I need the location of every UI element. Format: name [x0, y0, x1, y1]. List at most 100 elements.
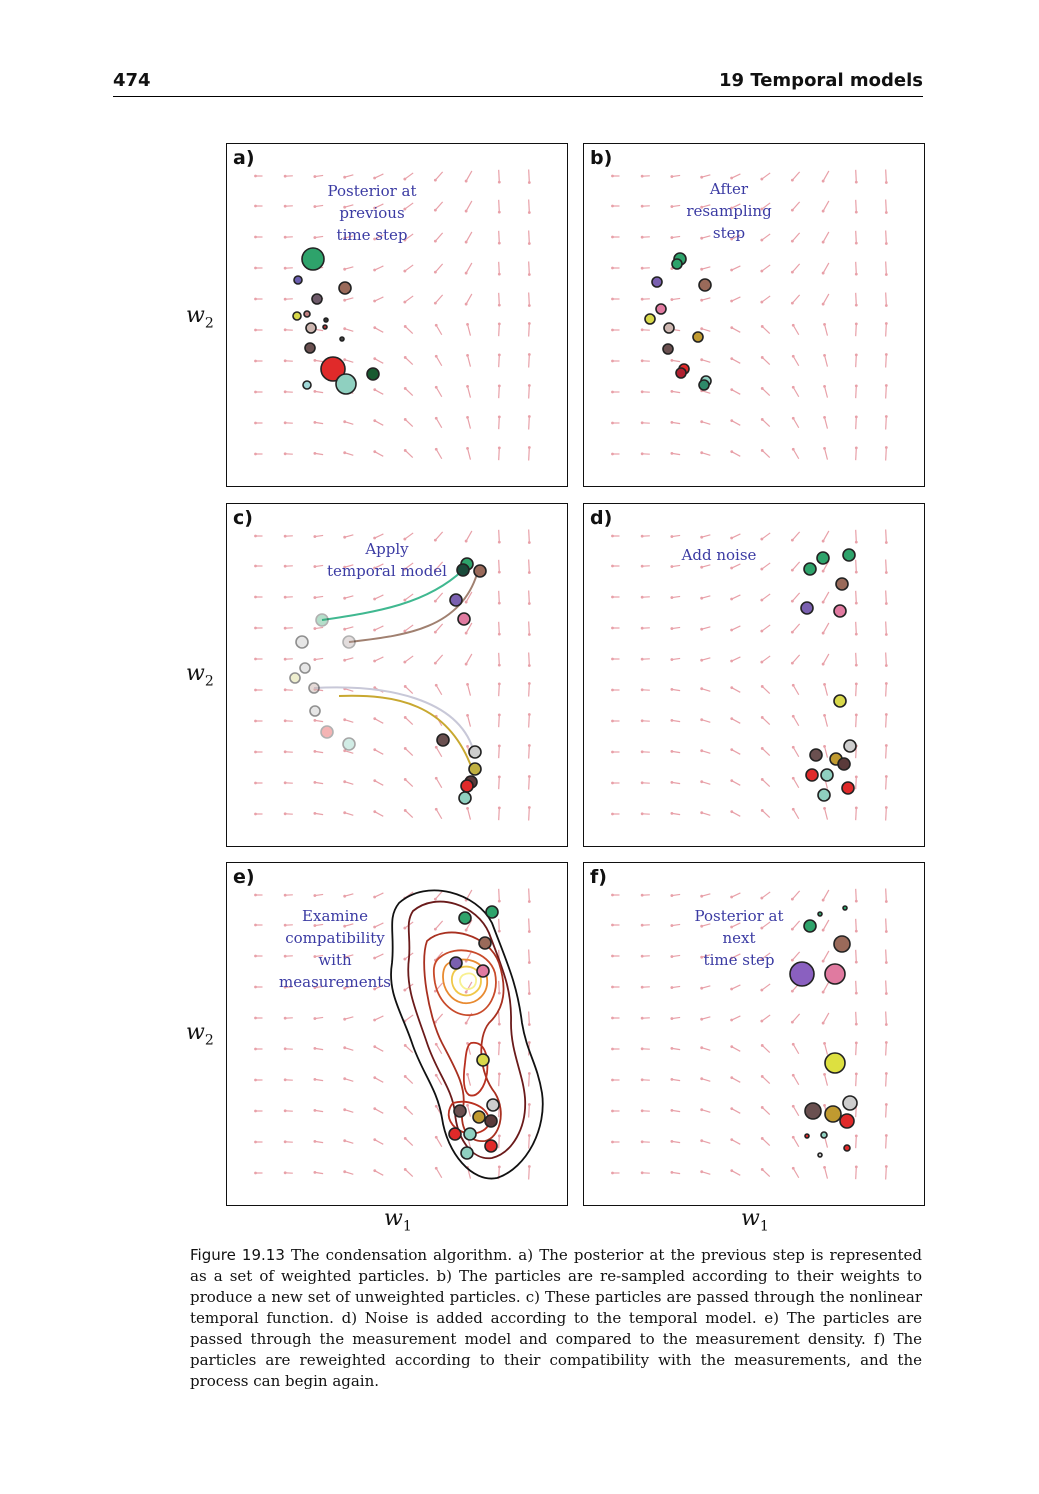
field-arrowhead — [791, 447, 795, 451]
field-arrowhead — [464, 209, 468, 213]
field-arrow — [792, 417, 800, 429]
field-arrow — [731, 922, 741, 928]
panel-e: e) Examine compatibility with measuremen… — [226, 862, 568, 1206]
field-arrowhead — [700, 175, 704, 179]
field-arrowhead — [434, 1073, 438, 1077]
field-arrow — [404, 1045, 414, 1053]
field-arrowhead — [373, 536, 377, 540]
field-arrow — [731, 296, 741, 302]
field-arrowhead — [884, 415, 888, 418]
field-arrow — [466, 808, 472, 820]
field-arrow — [344, 204, 354, 208]
particle — [478, 936, 492, 950]
field-arrowhead — [730, 1018, 734, 1022]
field-arrow — [435, 1074, 443, 1086]
field-arrowhead — [760, 598, 764, 602]
field-arrowhead — [343, 535, 347, 539]
field-arrow — [465, 170, 473, 182]
field-arrowhead — [464, 1021, 468, 1025]
field-arrowhead — [254, 1016, 257, 1020]
field-arrowhead — [730, 925, 734, 929]
field-arrow — [731, 594, 741, 600]
panel-d: d) Add noise — [583, 503, 925, 847]
field-arrow — [528, 745, 530, 759]
field-arrowhead — [791, 385, 795, 389]
field-arrowhead — [670, 420, 674, 424]
field-arrow — [404, 295, 414, 303]
field-arrow — [822, 1012, 830, 1024]
field-arrowhead — [373, 925, 377, 929]
field-arrowhead — [373, 1045, 377, 1049]
field-arrow — [465, 919, 473, 931]
field-arrowhead — [433, 301, 437, 305]
field-arrowhead — [791, 807, 795, 811]
field-arrow — [731, 1077, 741, 1083]
field-arrowhead — [254, 328, 257, 332]
field-arrowhead — [434, 1135, 438, 1139]
field-arrow — [435, 1136, 443, 1148]
field-arrowhead — [640, 328, 644, 332]
field-arrow — [374, 811, 384, 817]
field-arrowhead — [670, 1017, 674, 1020]
field-arrowhead — [854, 1041, 858, 1045]
field-arrow — [528, 918, 530, 932]
field-arrow — [731, 1108, 741, 1114]
field-arrowhead — [730, 717, 734, 721]
field-arrow — [761, 624, 771, 632]
field-arrowhead — [527, 304, 531, 307]
field-arrowhead — [730, 659, 734, 663]
field-arrow — [885, 745, 887, 759]
field-arrow — [885, 261, 887, 275]
field-arrowhead — [670, 236, 674, 239]
field-arrowhead — [854, 241, 858, 245]
density-contour — [432, 949, 497, 1016]
field-arrowhead — [466, 1072, 469, 1076]
field-arrow — [404, 233, 414, 241]
field-arrowhead — [434, 745, 438, 749]
field-arrowhead — [640, 421, 644, 425]
field-arrow — [528, 652, 530, 666]
density-contour — [390, 889, 544, 1180]
field-arrowhead — [254, 359, 257, 363]
field-arrowhead — [611, 1171, 614, 1175]
field-arrowhead — [283, 390, 287, 394]
field-arrow — [466, 386, 472, 398]
field-arrowhead — [527, 602, 531, 605]
field-arrow — [855, 949, 857, 963]
field-arrowhead — [527, 744, 531, 747]
field-arrow — [498, 1011, 500, 1025]
field-arrow — [528, 416, 530, 430]
field-arrow — [855, 559, 857, 573]
field-arrow — [374, 984, 384, 990]
x-axis-label-left: w1 — [384, 1206, 412, 1234]
caption-label: Figure 19.13 — [190, 1246, 285, 1264]
field-arrowhead — [313, 627, 317, 630]
field-arrowhead — [823, 806, 826, 810]
y-axis-label-row1: w2 — [186, 303, 214, 331]
field-arrow — [374, 420, 384, 426]
field-arrow — [822, 231, 830, 243]
field-arrow — [791, 1013, 801, 1023]
field-arrowhead — [283, 1078, 287, 1082]
field-arrowhead — [466, 322, 469, 326]
field-arrowhead — [527, 1072, 531, 1075]
field-arrowhead — [730, 956, 734, 960]
field-arrowhead — [313, 924, 317, 927]
field-arrow — [885, 888, 887, 902]
field-arrowhead — [823, 384, 826, 388]
field-arrowhead — [254, 235, 257, 239]
panel-f-note: Posterior at next time step — [684, 905, 794, 971]
field-arrowhead — [823, 1041, 826, 1045]
field-arrow — [466, 324, 472, 336]
field-arrow — [374, 1077, 384, 1083]
field-arrow — [344, 359, 354, 363]
field-arrow — [528, 980, 530, 994]
field-arrow — [855, 1073, 857, 1087]
field-arrowhead — [343, 986, 347, 990]
field-arrowhead — [790, 599, 794, 603]
field-arrow — [761, 264, 771, 272]
field-arrow — [792, 386, 800, 398]
field-arrowhead — [466, 713, 469, 717]
field-arrow — [761, 717, 771, 725]
field-arrowhead — [790, 630, 794, 634]
